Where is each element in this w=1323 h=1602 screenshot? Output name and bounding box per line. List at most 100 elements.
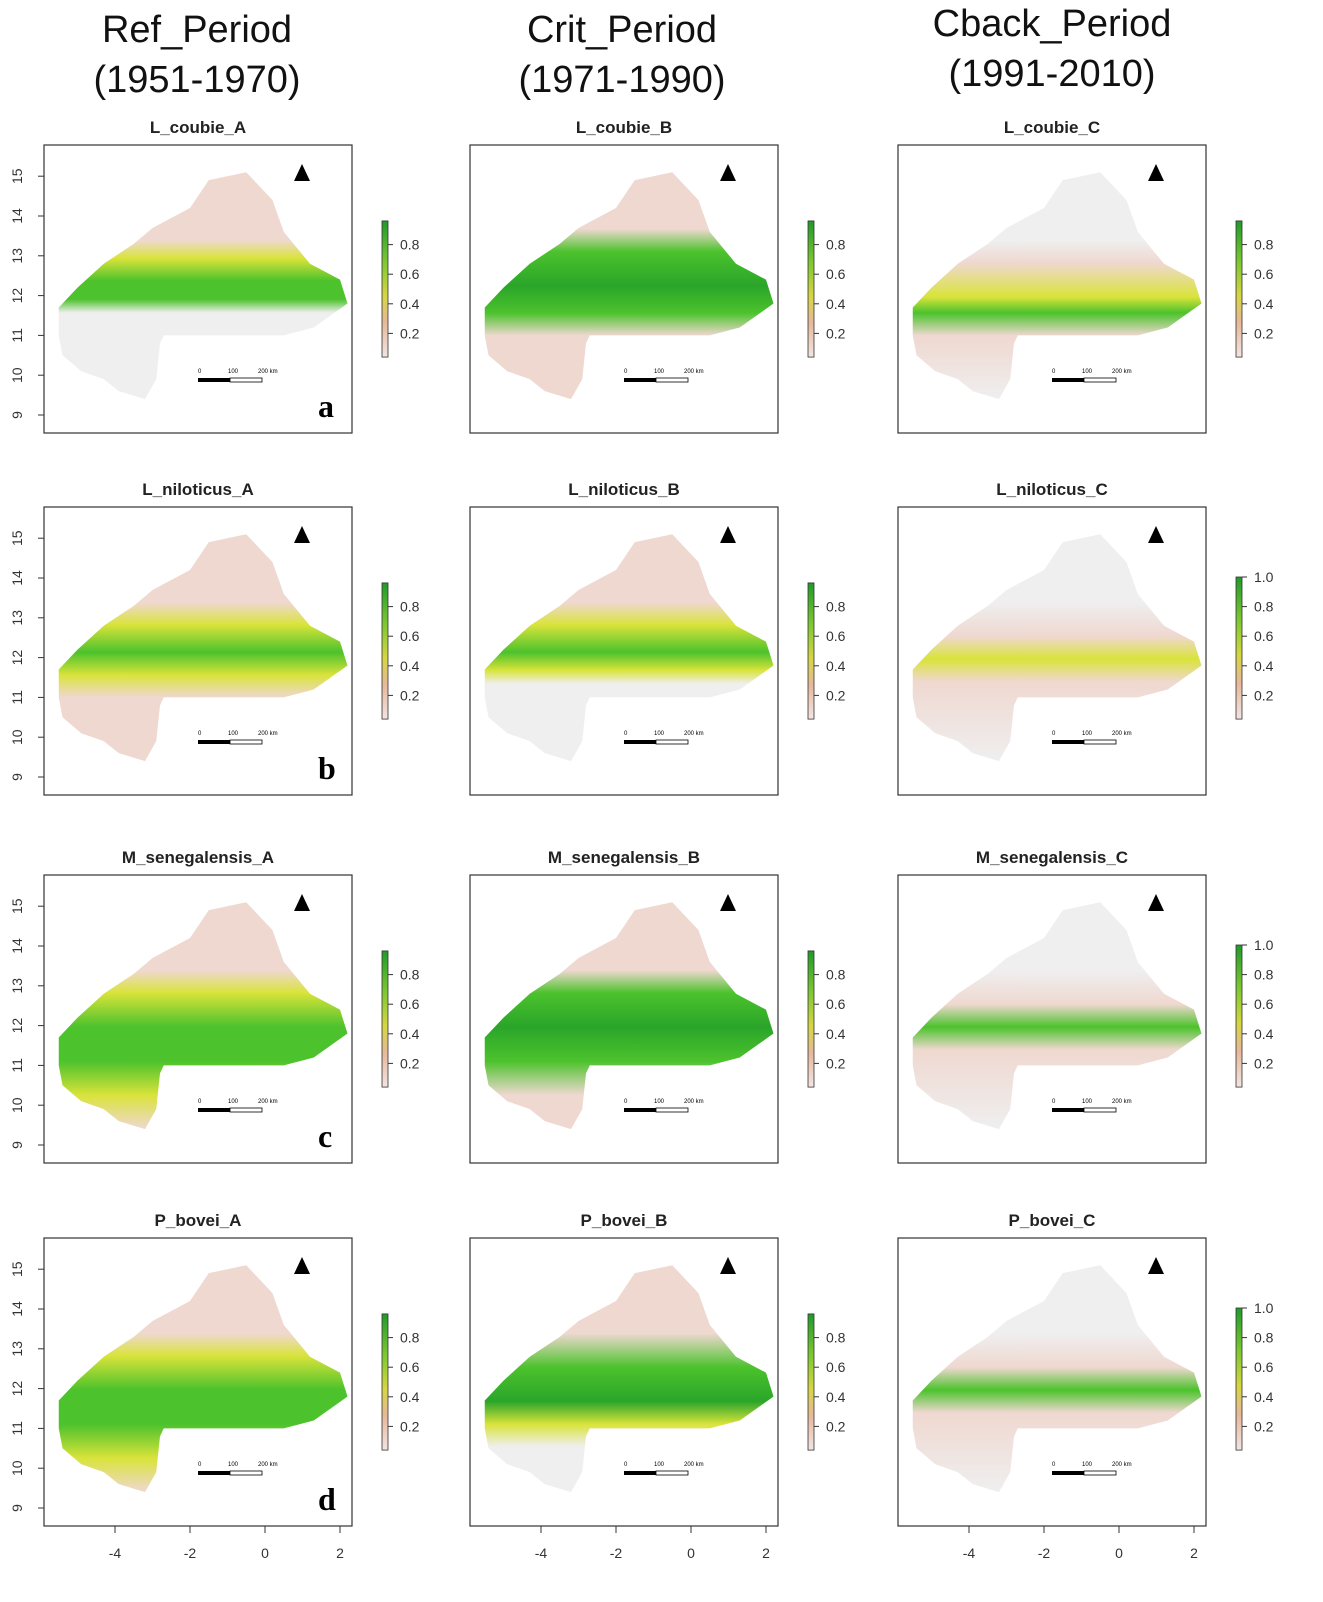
panel-letter: d (318, 1481, 336, 1517)
colorbar (1235, 944, 1243, 1088)
map-area (912, 902, 1202, 1130)
panel-title: L_niloticus_B (568, 480, 679, 499)
colorbar-label: 0.2 (826, 1418, 846, 1434)
x-tick-label: -2 (184, 1545, 197, 1561)
colorbar-label: 0.4 (400, 658, 420, 674)
colorbar-label: 0.6 (400, 1359, 420, 1375)
panel-title: M_senegalensis_B (548, 848, 700, 867)
colorbar-label: 0.8 (400, 237, 420, 253)
map-area (58, 902, 348, 1130)
scale-bar (229, 377, 263, 383)
panel-title: P_bovei_C (1009, 1211, 1096, 1230)
scale-bar (198, 378, 230, 382)
map-area (484, 1265, 774, 1493)
x-tick-label: -4 (535, 1545, 548, 1561)
scale-label: 0 (1052, 1462, 1056, 1468)
scale-label: 200 km (258, 1099, 278, 1105)
column-period: (1971-1990) (518, 59, 725, 101)
panel-letter: b (318, 750, 336, 786)
colorbar-label: 1.0 (1254, 569, 1274, 585)
x-tick-label: -2 (610, 1545, 623, 1561)
colorbar-label: 0.4 (826, 296, 846, 312)
colorbar-label: 0.6 (1254, 628, 1274, 644)
north-arrow (294, 526, 310, 543)
north-arrow (1148, 526, 1164, 543)
scale-label: 0 (1052, 1099, 1056, 1105)
y-tick-label: 14 (9, 208, 25, 224)
scale-label: 200 km (258, 731, 278, 737)
scale-label: 100 (654, 1462, 665, 1468)
y-tick-label: 12 (9, 1381, 25, 1397)
colorbar-label: 0.2 (826, 325, 846, 341)
colorbar-label: 0.8 (1254, 1330, 1274, 1346)
map-area (484, 172, 774, 400)
scale-bar (624, 1108, 656, 1112)
colorbar-label: 0.4 (400, 1026, 420, 1042)
panel-frame (469, 506, 779, 796)
x-tick-label: 0 (1115, 1545, 1123, 1561)
scale-label: 200 km (1112, 1462, 1132, 1468)
scale-label: 100 (1082, 369, 1093, 375)
colorbar-label: 0.8 (1254, 967, 1274, 983)
scale-bar (229, 1470, 263, 1476)
y-tick-label: 13 (9, 610, 25, 626)
colorbar (381, 220, 389, 358)
x-tick-label: 0 (261, 1545, 269, 1561)
colorbar-label: 0.2 (400, 1418, 420, 1434)
colorbar-label: 0.4 (826, 1389, 846, 1405)
scale-label: 0 (198, 731, 202, 737)
y-tick-label: 11 (9, 1058, 25, 1073)
colorbar-label: 0.2 (1254, 1418, 1274, 1434)
panel-title: L_niloticus_C (996, 480, 1107, 499)
scale-label: 100 (1082, 731, 1093, 737)
colorbar-label: 0.4 (1254, 296, 1274, 312)
y-tick-label: 9 (9, 773, 25, 781)
colorbar (381, 950, 389, 1088)
y-tick-label: 10 (9, 1097, 25, 1113)
panel-frame (43, 874, 353, 1164)
colorbar-label: 0.6 (826, 628, 846, 644)
colorbar-label: 0.2 (1254, 687, 1274, 703)
colorbar-label: 0.6 (826, 266, 846, 282)
panel-frame (43, 1237, 353, 1527)
colorbar-label: 0.6 (1254, 996, 1274, 1012)
map-area (58, 1265, 348, 1493)
y-tick-label: 9 (9, 411, 25, 419)
colorbar-label: 0.8 (400, 1330, 420, 1346)
y-tick-label: 11 (9, 328, 25, 343)
column-period: (1951-1970) (93, 59, 300, 101)
x-tick-label: -4 (109, 1545, 122, 1561)
colorbar-label: 1.0 (1254, 1300, 1274, 1316)
scale-label: 200 km (1112, 731, 1132, 737)
panel-letter: c (318, 1118, 332, 1154)
scale-label: 200 km (684, 1099, 704, 1105)
map-area (484, 534, 774, 762)
colorbar-label: 0.8 (826, 237, 846, 253)
colorbar-label: 0.8 (826, 967, 846, 983)
map-area (912, 172, 1202, 400)
scale-label: 100 (1082, 1462, 1093, 1468)
scale-label: 100 (228, 731, 239, 737)
colorbar-label: 0.4 (826, 1026, 846, 1042)
panel-frame (469, 144, 779, 434)
y-tick-label: 15 (9, 168, 25, 184)
scale-bar (1052, 1471, 1084, 1475)
colorbar-label: 1.0 (1254, 937, 1274, 953)
colorbar-label: 0.8 (826, 599, 846, 615)
scale-bar (1052, 378, 1084, 382)
colorbar (381, 582, 389, 720)
colorbar-label: 0.2 (826, 687, 846, 703)
scale-bar (1052, 1108, 1084, 1112)
scale-bar (1083, 377, 1117, 383)
y-tick-label: 12 (9, 1018, 25, 1034)
x-tick-label: 2 (336, 1545, 344, 1561)
y-tick-label: 10 (9, 367, 25, 383)
y-tick-label: 14 (9, 1301, 25, 1317)
scale-label: 200 km (684, 369, 704, 375)
scale-label: 0 (198, 1462, 202, 1468)
map-area (912, 534, 1202, 762)
colorbar (807, 950, 815, 1088)
map-area (484, 902, 774, 1130)
colorbar-label: 0.6 (1254, 266, 1274, 282)
